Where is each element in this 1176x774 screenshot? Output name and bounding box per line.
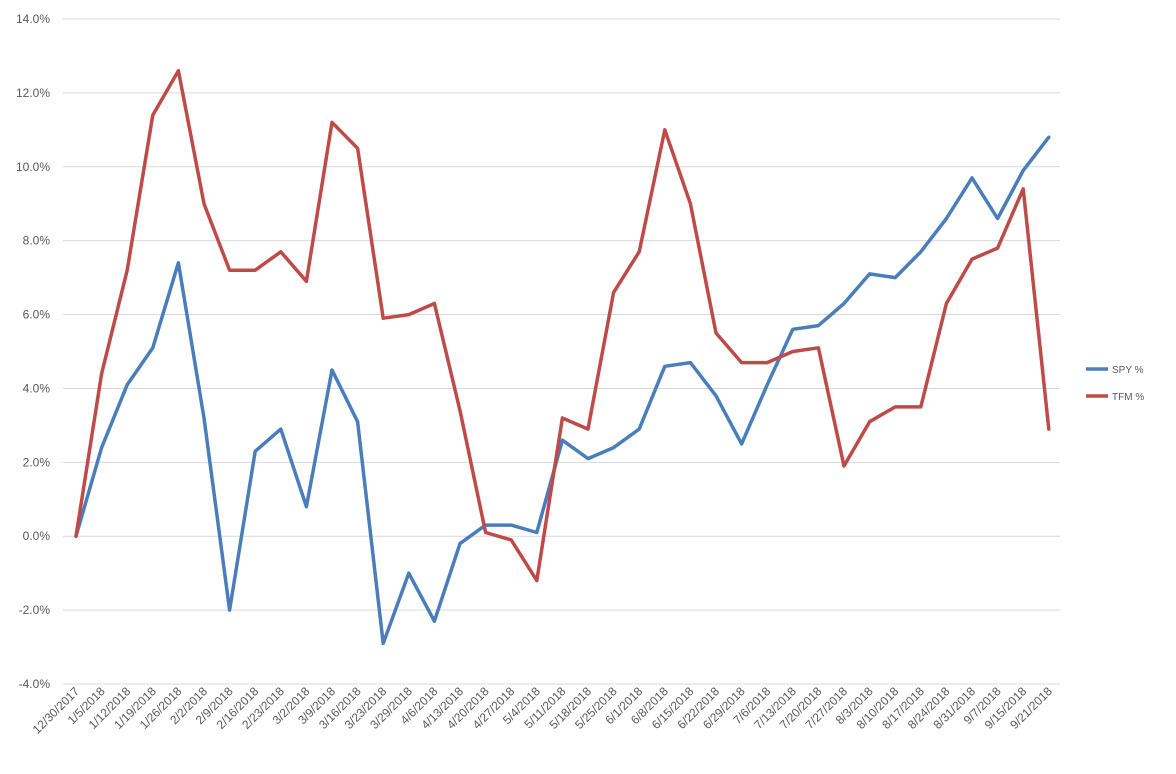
y-tick-label: -4.0% (19, 677, 51, 691)
y-tick-label: 14.0% (16, 12, 50, 26)
series-line-spy (74, 135, 1051, 646)
legend-label: TFM % (1112, 392, 1144, 403)
x-axis-tick-labels: 12/30/20171/5/20181/12/20181/19/20181/26… (30, 684, 1055, 737)
y-tick-label: 12.0% (16, 86, 50, 100)
legend: SPY % TFM % (1086, 365, 1144, 403)
y-tick-label: 2.0% (23, 455, 51, 469)
series-lines (74, 68, 1051, 646)
y-axis-tick-labels: -4.0% -2.0% 0.0% 2.0% 4.0% 6.0% 8.0% 10.0% 12.0%… (16, 12, 50, 691)
gridlines (63, 18, 1060, 685)
y-tick-label: -2.0% (19, 603, 51, 617)
series-line-tfm (74, 68, 1051, 583)
y-tick-label: 8.0% (23, 234, 51, 248)
y-tick-label: 0.0% (23, 529, 51, 543)
legend-label: SPY % (1112, 365, 1144, 376)
y-tick-label: 10.0% (16, 160, 50, 174)
y-tick-label: 4.0% (23, 381, 51, 395)
y-tick-label: 6.0% (23, 308, 51, 322)
